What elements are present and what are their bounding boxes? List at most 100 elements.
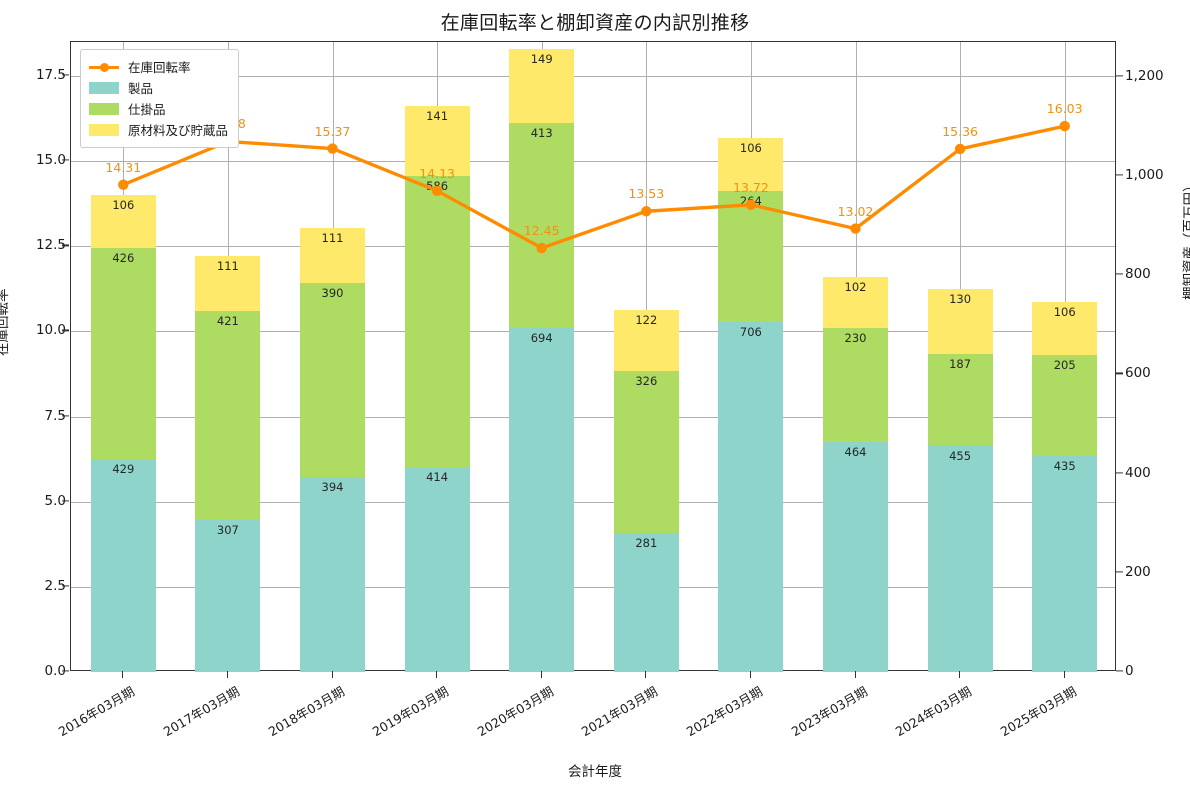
left-axis-tick-label: 17.5: [35, 67, 66, 84]
bar-segment: [613, 310, 679, 371]
bar-segment: [927, 446, 993, 672]
bar-value-label: 421: [216, 313, 239, 328]
left-axis-tick-mark: [62, 585, 69, 587]
chart-title: 在庫回転率と棚卸資産の内訳別推移: [440, 12, 750, 34]
right-axis-tick-label: 1,200: [1125, 67, 1164, 84]
right-axis-tick-mark: [1116, 471, 1123, 474]
bar-value-label: 694: [530, 330, 553, 345]
legend-item[interactable]: 仕掛品: [89, 98, 228, 119]
bar-segment: [1032, 456, 1098, 672]
bar-value-label: 426: [112, 250, 135, 265]
right-axis-tick-label: 0: [1125, 663, 1134, 679]
bar-segment: [613, 532, 679, 672]
legend-item[interactable]: 製品: [89, 77, 228, 98]
x-axis-tick-mark: [331, 671, 333, 678]
bar-value-label: 464: [844, 444, 867, 459]
bar-segment: [404, 175, 470, 467]
gridline-horizontal: [71, 586, 1115, 588]
bar-segment: [509, 48, 575, 123]
line-value-label: 13.53: [628, 186, 665, 202]
bar-value-label: 187: [949, 356, 972, 371]
right-axis-tick-mark: [1116, 372, 1123, 374]
chart-legend: 在庫回転率製品仕掛品原材料及び貯蔵品: [80, 49, 240, 148]
right-axis-tick-label: 1,000: [1125, 166, 1164, 183]
right-axis-tick-mark: [1116, 670, 1123, 672]
left-axis-tick-mark: [62, 159, 69, 161]
bar-segment: [613, 370, 679, 533]
bar-segment: [404, 466, 470, 672]
bar-value-label: 141: [426, 108, 449, 123]
bar-segment: [927, 353, 993, 447]
plot-area: 429 426 106 307 421 111 394 390 111 414 586 141 694 4…: [70, 41, 1116, 672]
left-axis-tick-mark: [62, 329, 69, 332]
bar-segment: [718, 321, 784, 672]
x-axis-tick-label: 2024年03月期: [892, 683, 975, 740]
x-axis-tick-label: 2021年03月期: [578, 683, 661, 740]
x-axis-tick-label: 2020年03月期: [474, 683, 556, 740]
left-axis-title: 在庫回転率: [0, 288, 11, 357]
bar-segment: [1032, 354, 1098, 457]
bar-value-label: 230: [844, 330, 867, 345]
line-value-label: 15.36: [942, 123, 978, 139]
gridline-horizontal: [71, 501, 1115, 503]
bar-segment: [195, 310, 261, 520]
bar-segment: [509, 327, 575, 672]
bar-value-label: 414: [426, 469, 449, 484]
bar-value-label: 122: [635, 313, 658, 328]
x-axis-title: 会計年度: [568, 764, 622, 780]
x-axis-tick-mark: [226, 671, 229, 678]
bar-value-label: 394: [321, 479, 344, 494]
bar-value-label: 130: [949, 292, 972, 307]
bar-value-label: 390: [321, 286, 344, 301]
line-value-label: 16.03: [1046, 101, 1083, 117]
legend-label: 仕掛品: [128, 102, 166, 117]
bar-value-label: 102: [844, 280, 867, 295]
left-axis-tick-label: 2.5: [44, 577, 66, 594]
legend-line-swatch: [89, 61, 119, 73]
bar-value-label: 429: [112, 462, 135, 477]
right-axis-tick-mark: [1116, 75, 1123, 77]
x-axis-tick-mark: [122, 671, 124, 678]
left-axis-tick-label: 12.5: [35, 237, 66, 254]
bar-segment: [823, 441, 888, 672]
x-axis-tick-label: 2022年03月期: [683, 683, 765, 740]
bar-value-label: 281: [635, 535, 658, 550]
line-value-label: 13.02: [837, 203, 874, 219]
legend-label: 製品: [128, 81, 154, 96]
x-axis-tick-mark: [959, 671, 961, 678]
x-axis-tick-label: 2019年03月期: [369, 683, 452, 740]
legend-label: 在庫回転率: [128, 60, 191, 75]
gridline-horizontal: [71, 416, 1115, 418]
bar-value-label: 413: [530, 125, 553, 140]
bar-value-label: 455: [949, 449, 972, 464]
x-axis-tick-mark: [645, 671, 647, 678]
bar-value-label: 149: [530, 51, 553, 66]
x-axis-tick-mark: [540, 671, 542, 678]
gridline-horizontal: [71, 331, 1115, 333]
x-axis-tick-label: 2017年03月期: [160, 683, 242, 740]
left-axis-tick-mark: [62, 500, 69, 502]
bar-segment: [195, 519, 261, 672]
legend-color-swatch: [89, 102, 119, 115]
line-value-label: 15.37: [314, 123, 351, 139]
right-axis-tick-mark: [1116, 174, 1123, 176]
x-axis-tick-label: 2018年03月期: [265, 683, 347, 740]
line-value-label: 14.13: [419, 165, 455, 181]
right-axis-tick-label: 600: [1125, 365, 1151, 382]
right-axis-tick-mark: [1116, 571, 1123, 573]
legend-item[interactable]: 原材料及び貯蔵品: [89, 119, 228, 140]
bar-value-label: 106: [739, 141, 762, 156]
right-axis-tick-label: 200: [1125, 563, 1151, 580]
bar-segment: [300, 283, 365, 477]
x-axis-tick-mark: [854, 671, 856, 678]
line-path: [121, 124, 1067, 250]
bar-value-label: 435: [1053, 459, 1076, 474]
legend-color-swatch: [89, 123, 119, 136]
bar-segment: [1032, 301, 1098, 355]
bar-segment: [927, 289, 993, 354]
bar-value-label: 264: [739, 193, 762, 208]
legend-item[interactable]: 在庫回転率: [89, 56, 228, 77]
bar-value-label: 326: [635, 373, 658, 388]
bar-segment: [823, 327, 888, 442]
bar-segment: [300, 476, 365, 672]
